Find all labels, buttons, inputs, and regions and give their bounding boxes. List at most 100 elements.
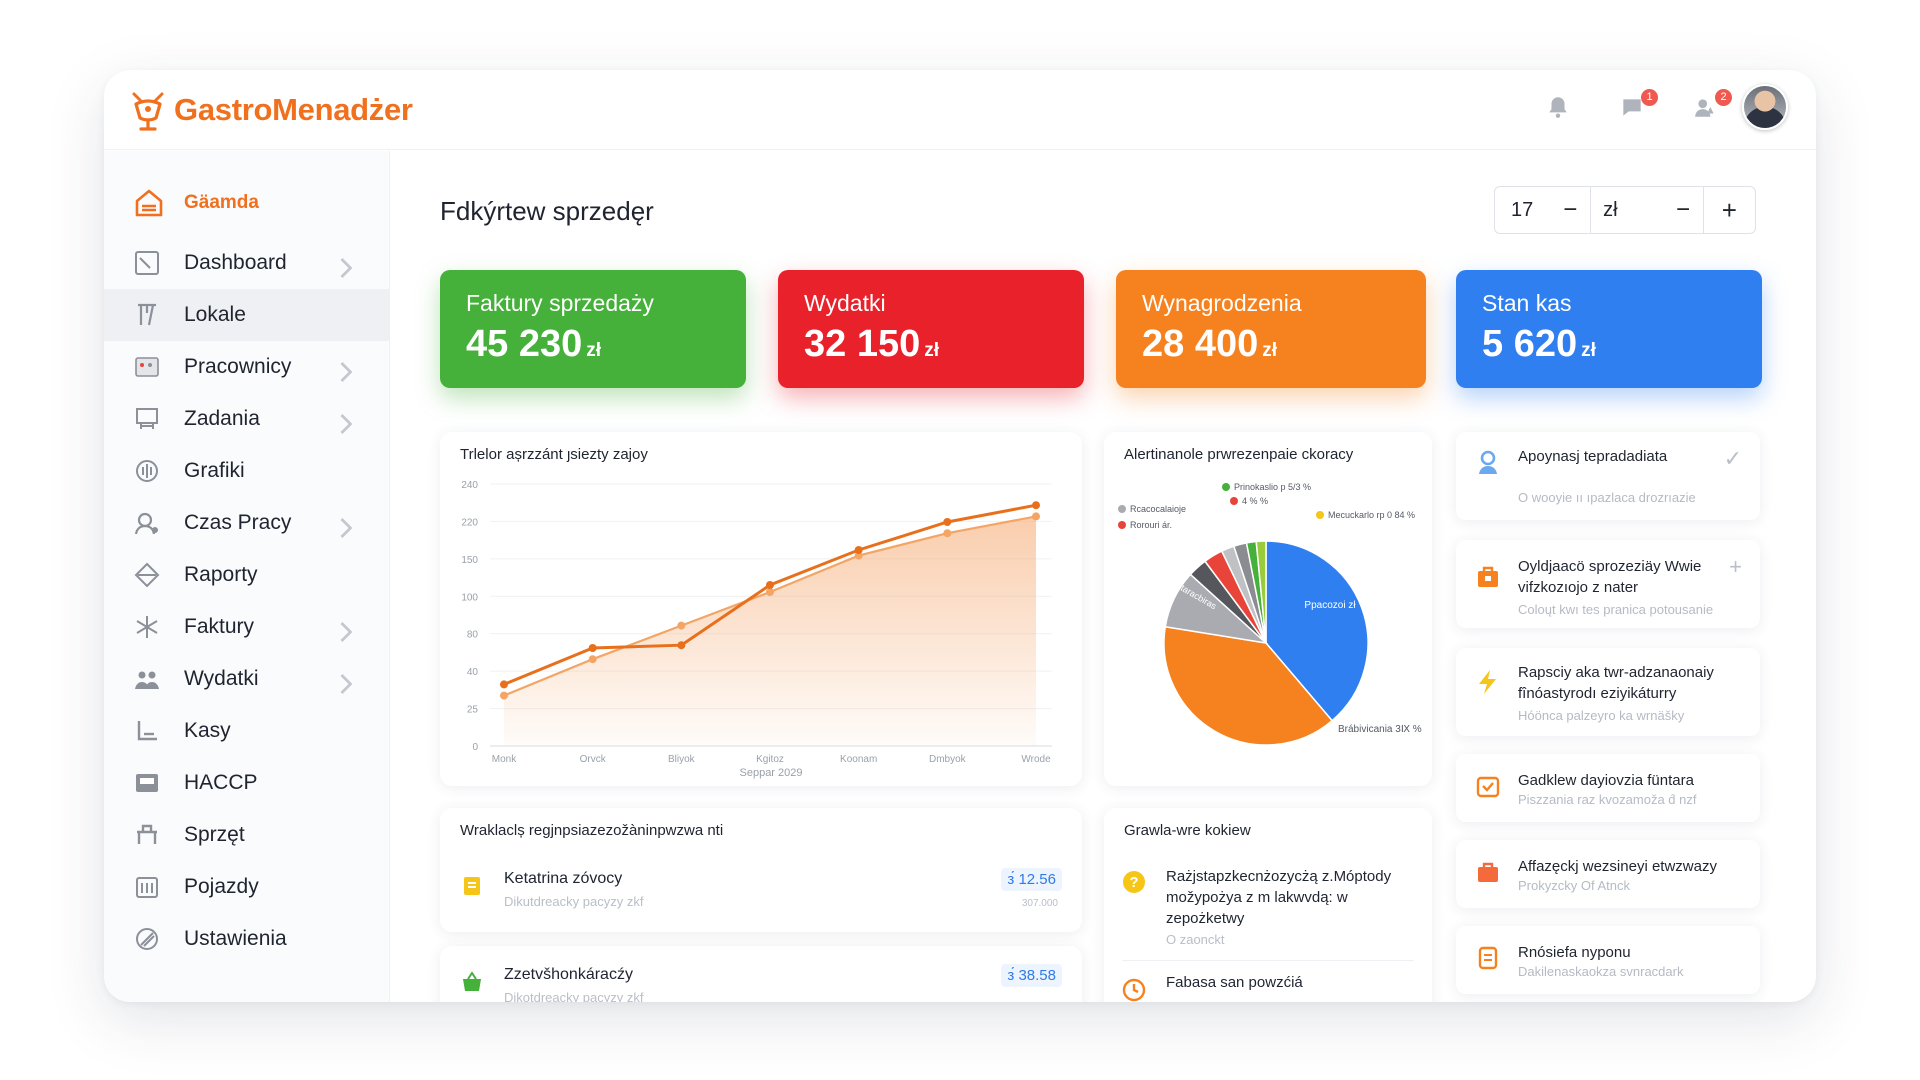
chevron-right-icon — [340, 518, 353, 538]
sidebar-item-ustawienia[interactable]: Ustawienia — [104, 913, 389, 965]
notification-card[interactable]: Oyldjaacö sprozeziäy Wwie vifzkozıojo z … — [1456, 540, 1760, 628]
sidebar-nav: Dashboard Lokale Pracownicy Zadania Grafiki C… — [104, 237, 389, 965]
user-icon — [1479, 450, 1497, 474]
divider — [1122, 960, 1414, 961]
y-tick-label: 25 — [467, 705, 479, 716]
kpi-card-salaries[interactable]: Wynagrodzenia 28 400 zł — [1116, 270, 1426, 388]
legend-label: Rorouri а́r. — [1130, 520, 1172, 530]
sidebar: Gäamda Dashboard Lokale Pracownicy Zadania G… — [104, 151, 390, 1002]
expenses-list-card: Wraklaclș regjnpsiazezožàninpwzwa nti Ke… — [440, 808, 1082, 932]
y-tick-label: 100 — [461, 592, 478, 603]
x-tick-label: Kgitoz — [756, 754, 784, 765]
tasks-title: Grawla-wre kokiew — [1124, 822, 1251, 839]
bag-icon — [1478, 566, 1498, 587]
app-logo[interactable]: GastroMenadżer — [128, 88, 413, 132]
legend-label: Rcacocalaioje — [1130, 504, 1186, 514]
sidebar-item-label: Sprzęt — [184, 823, 245, 846]
alerts-button[interactable]: 2 — [1686, 87, 1732, 127]
sidebar-item-label: Pracownicy — [184, 355, 292, 378]
chart-title: Trlelor așrzzánt ȷsiezty zajoy — [460, 446, 648, 463]
sidebar-item-zadania[interactable]: Zadania — [104, 393, 389, 445]
sidebar-item-grafiki[interactable]: Grafiki — [104, 445, 389, 497]
sidebar-item-raporty[interactable]: Raporty — [104, 549, 389, 601]
sidebar-item-label: Grafiki — [184, 459, 245, 482]
employees-icon — [135, 357, 159, 377]
stepper-minus-button-2[interactable]: − — [1676, 196, 1691, 223]
pie-slice — [1265, 540, 1369, 722]
sidebar-item-label: Pojazdy — [184, 875, 259, 898]
pie-slice — [1163, 625, 1334, 746]
svg-text:?: ? — [1129, 874, 1138, 891]
period-stepper: 17 − zł − + — [1494, 186, 1756, 234]
notification-title: Gadklew dayiovzia füntara — [1518, 772, 1694, 789]
data-point — [500, 680, 508, 689]
task-row[interactable]: ? Rażjstapzkecnżozycżą z.Móptody možypoż… — [1122, 866, 1414, 956]
line-chart: 0 25 40 80 100 150 220 240 Monk Orvck Bliyok Kgitoz… — [461, 480, 1052, 779]
sidebar-item-kasy[interactable]: Kasy — [104, 705, 389, 757]
sidebar-item-haccp[interactable]: HACCP — [104, 757, 389, 809]
user-avatar[interactable] — [1742, 84, 1788, 130]
alerts-badge: 2 — [1715, 89, 1732, 106]
slice-label: Brábivicania 3Ⅸ % — [1338, 724, 1422, 735]
stepper-value[interactable]: 17 — [1511, 198, 1534, 221]
y-tick-label: 40 — [467, 667, 479, 678]
data-point — [854, 546, 863, 554]
notification-subtitle: Piszzania raz kvozamoža d́ nzf — [1518, 792, 1697, 807]
kpi-card-sales[interactable]: Faktury sprzedaży 45 230 zł — [440, 270, 746, 388]
stepper-plus-button[interactable]: + — [1702, 187, 1755, 233]
data-point — [500, 691, 508, 700]
notification-card[interactable]: Affazęckj wezsineyi etwzwazy Prokyzcky Of… — [1456, 840, 1760, 908]
sidebar-item-wydatki[interactable]: Wydatki — [104, 653, 389, 705]
legend-label: 4 % % — [1242, 496, 1268, 506]
notification-card[interactable]: Rapsciy aka twr-adzanaonaiy fînóastyrodı… — [1456, 648, 1760, 736]
sidebar-item-label: Ustawienia — [184, 927, 287, 950]
sidebar-item-dashboard[interactable]: Dashboard — [104, 237, 389, 289]
x-tick-label: Koonam — [840, 754, 877, 765]
sidebar-item-label: HACCP — [184, 771, 258, 794]
expense-row[interactable]: Ketatrina zóvocy Dikutdreacky pacyzy zkf… — [460, 868, 1062, 914]
sidebar-item-pracownicy[interactable]: Pracownicy — [104, 341, 389, 393]
pie-slice — [1255, 540, 1267, 644]
messages-button[interactable]: 1 — [1612, 87, 1658, 127]
notification-card[interactable]: Gadklew dayiovzia füntara Piszzania raz k… — [1456, 754, 1760, 822]
kpi-card-cash[interactable]: Stan kas 5 620 zł — [1456, 270, 1762, 388]
equipment-icon — [137, 824, 157, 844]
legend-swatch — [1230, 497, 1238, 505]
task-title: Fabasa san powzćiá — [1166, 974, 1303, 991]
messages-badge: 1 — [1641, 89, 1658, 106]
expenses-icon — [135, 671, 159, 689]
kpi-card-expenses[interactable]: Wydatki 32 150 zł — [778, 270, 1084, 388]
legend-label: Mecuckarlo rp 0 84 % — [1328, 510, 1415, 520]
stepper-unit[interactable]: zł — [1590, 187, 1663, 233]
sidebar-item-faktury[interactable]: Faktury — [104, 601, 389, 653]
stepper-minus-button[interactable]: − — [1563, 196, 1578, 223]
chevron-right-icon — [340, 362, 353, 382]
notification-action-button[interactable]: + — [1729, 554, 1742, 579]
sidebar-item-label: Czas Pracy — [184, 511, 292, 534]
kpi-value: 45 230 zł — [466, 323, 602, 365]
sidebar-item-sprzęt[interactable]: Sprzęt — [104, 809, 389, 861]
sidebar-item-pojazdy[interactable]: Pojazdy — [104, 861, 389, 913]
legend-swatch — [1118, 521, 1126, 529]
notification-card[interactable]: Apoynasj tepradadiata O wooyie ıı ıpazlac… — [1456, 432, 1760, 520]
notification-action-button[interactable]: ✓ — [1723, 446, 1742, 471]
task-row[interactable]: Fabasa san powzćiá — [1122, 974, 1414, 1002]
notification-card[interactable]: Rnósiefa nyponu Dakilenaskaokza svnracdar… — [1456, 926, 1760, 994]
data-point — [1032, 512, 1040, 521]
home-icon — [135, 189, 163, 217]
kpi-value: 28 400 zł — [1142, 323, 1278, 365]
expense-row[interactable]: Zzetvšhonkáracźy Dikotdreacky pacyzy zkf… — [460, 964, 1062, 1002]
notifications-button[interactable] — [1538, 87, 1578, 127]
data-point — [677, 621, 686, 630]
expenses-title: Wraklaclș regjnpsiazezožàninpwzwa nti — [460, 822, 724, 839]
sidebar-brand[interactable]: Gäamda — [104, 177, 389, 229]
expense-subtitle: Dikotdreacky pacyzy zkf — [504, 990, 644, 1002]
x-tick-label: Orvck — [580, 754, 607, 765]
sidebar-item-czas-pracy[interactable]: Czas Pracy — [104, 497, 389, 549]
schedule-icon — [136, 460, 158, 482]
pie-title: Alertinanole prwrezenpaie ckoracy — [1124, 446, 1354, 463]
expenses-list-card-2: Zzetvšhonkáracźy Dikotdreacky pacyzy zkf… — [440, 946, 1082, 1002]
x-tick-label: Monk — [492, 754, 517, 765]
sidebar-item-lokale[interactable]: Lokale — [104, 289, 389, 341]
